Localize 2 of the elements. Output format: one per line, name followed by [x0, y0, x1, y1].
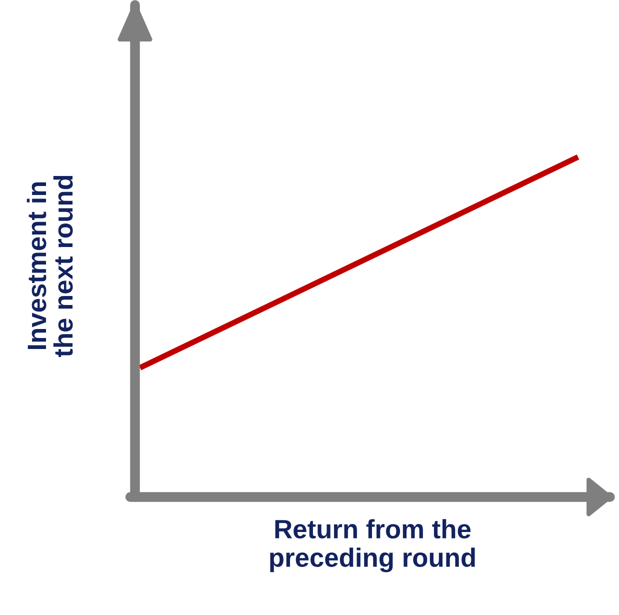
x-axis-title: Return from the preceding round [270, 519, 475, 572]
y-axis-title: Investment in the next round [26, 176, 73, 358]
